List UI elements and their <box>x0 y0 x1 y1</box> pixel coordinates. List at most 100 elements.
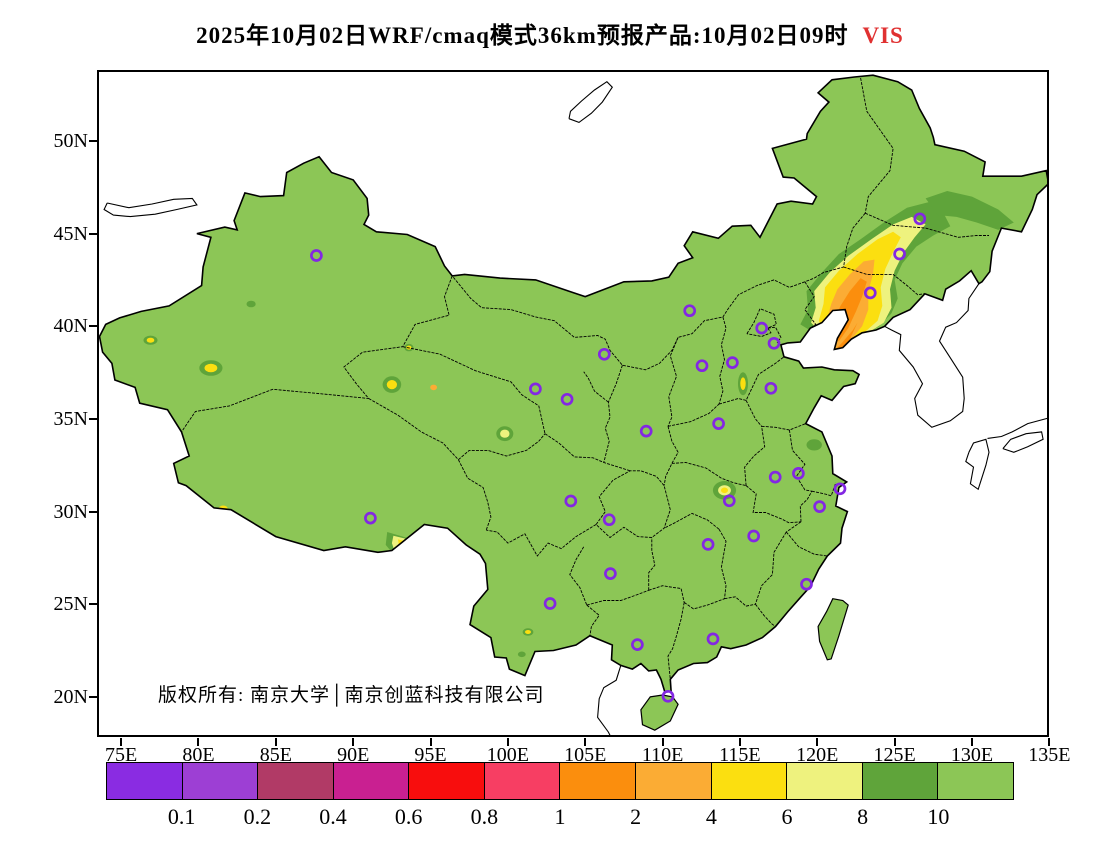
lon-tick-mark <box>816 738 819 746</box>
lat-tick-mark <box>89 325 97 328</box>
colorbar <box>106 762 1014 800</box>
colorbar-segment <box>560 763 637 799</box>
national-border <box>98 74 1049 731</box>
city-marker <box>755 321 769 335</box>
city-marker <box>863 286 877 300</box>
colorbar-value-label: 8 <box>857 804 869 829</box>
colorbar-value-label: 10 <box>927 804 950 829</box>
colorbar-value-label: 6 <box>781 804 793 829</box>
city-marker <box>310 249 323 262</box>
city-marker <box>767 336 781 350</box>
city-marker <box>701 538 715 551</box>
lon-tick-mark <box>661 738 664 746</box>
lat-tick-label: 35N <box>53 407 88 430</box>
colorbar-value-label: 0.4 <box>319 804 347 829</box>
lat-tick-label: 30N <box>53 500 88 523</box>
city-marker <box>602 513 616 527</box>
city-marker <box>893 247 906 261</box>
city-marker <box>631 638 644 651</box>
lat-tick-label: 40N <box>53 315 88 338</box>
province-borders <box>181 77 989 680</box>
city-marker <box>792 467 805 480</box>
city-marker <box>564 494 578 508</box>
city-marker <box>813 500 826 513</box>
lon-tick-label: 100E <box>486 744 529 766</box>
page-title: 2025年10月02日WRF/cmaq模式36km预报产品:10月02日09时 V… <box>0 16 1100 50</box>
lon-tick-label: 125E <box>873 744 916 766</box>
lon-tick-mark <box>584 738 587 746</box>
city-marker <box>800 577 813 591</box>
lon-tick-label: 90E <box>337 744 370 766</box>
title-text: 2025年10月02日WRF/cmaq模式36km预报产品:10月02日09时 <box>196 23 849 48</box>
lon-tick-mark <box>1048 738 1051 746</box>
lon-tick-label: 110E <box>641 744 684 766</box>
lon-tick-label: 135E <box>1028 744 1071 766</box>
lat-tick-mark <box>89 417 97 420</box>
lon-tick-mark <box>429 738 432 746</box>
lat-tick-label: 20N <box>53 685 88 708</box>
colorbar-value-label: 1 <box>554 804 566 829</box>
city-marker <box>364 511 377 525</box>
city-marker <box>529 382 542 396</box>
city-marker <box>661 689 675 703</box>
title-variable-vis: VIS <box>862 23 904 48</box>
city-marker <box>706 632 720 646</box>
lon-tick-label: 105E <box>564 744 607 766</box>
map-plot-area <box>97 70 1049 737</box>
lon-tick-label: 130E <box>950 744 994 766</box>
colorbar-segment <box>938 763 1013 799</box>
lat-tick-mark <box>89 695 97 698</box>
lat-tick-label: 45N <box>53 222 88 245</box>
lon-tick-label: 80E <box>182 744 215 766</box>
colorbar-value-label: 0.1 <box>167 804 196 829</box>
city-marker <box>543 597 557 610</box>
lat-tick-mark <box>89 232 97 235</box>
city-marker <box>764 381 778 395</box>
city-markers <box>310 212 927 703</box>
city-marker <box>747 529 761 543</box>
city-marker <box>560 392 574 406</box>
city-marker <box>639 424 653 438</box>
colorbar-segment <box>711 763 788 799</box>
colorbar-segment <box>182 763 259 799</box>
city-marker <box>768 470 782 484</box>
copyright-notice: 版权所有: 南京大学│南京创蓝科技有限公司 <box>158 685 545 706</box>
lon-tick-label: 75E <box>105 744 138 766</box>
plot-border <box>97 70 1049 737</box>
lat-tick-label: 25N <box>53 593 88 616</box>
lon-tick-label: 115E <box>719 744 761 766</box>
city-marker <box>833 482 847 496</box>
city-marker <box>597 347 611 361</box>
lat-tick-mark <box>89 139 97 142</box>
city-marker <box>722 494 736 508</box>
lon-tick-label: 95E <box>414 744 447 766</box>
foreign-coastlines <box>103 80 1049 737</box>
colorbar-segment <box>636 763 712 799</box>
colorbar-value-label: 0.8 <box>470 804 499 829</box>
city-marker <box>913 212 927 226</box>
colorbar-value-label: 0.2 <box>243 804 272 829</box>
colorbar-segment <box>107 763 183 799</box>
land-fill <box>99 75 1049 731</box>
lon-tick-mark <box>274 738 277 746</box>
lon-tick-label: 120E <box>796 744 839 766</box>
colorbar-segment <box>409 763 485 799</box>
lon-tick-mark <box>970 738 973 746</box>
china-map <box>97 70 1049 737</box>
lon-tick-mark <box>352 738 355 746</box>
lon-tick-mark <box>197 738 200 746</box>
colorbar-segment <box>333 763 410 799</box>
city-marker <box>604 567 617 580</box>
colorbar-value-label: 4 <box>705 804 717 829</box>
city-marker <box>695 359 709 373</box>
colorbar-value-label: 2 <box>630 804 642 829</box>
city-marker <box>712 417 725 430</box>
lon-tick-mark <box>893 738 896 746</box>
lon-tick-mark <box>738 738 741 746</box>
colorbar-segment <box>484 763 561 799</box>
colorbar-segment <box>787 763 863 799</box>
colorbar-segment <box>258 763 334 799</box>
lat-tick-mark <box>89 603 97 606</box>
lon-tick-mark <box>120 738 123 746</box>
